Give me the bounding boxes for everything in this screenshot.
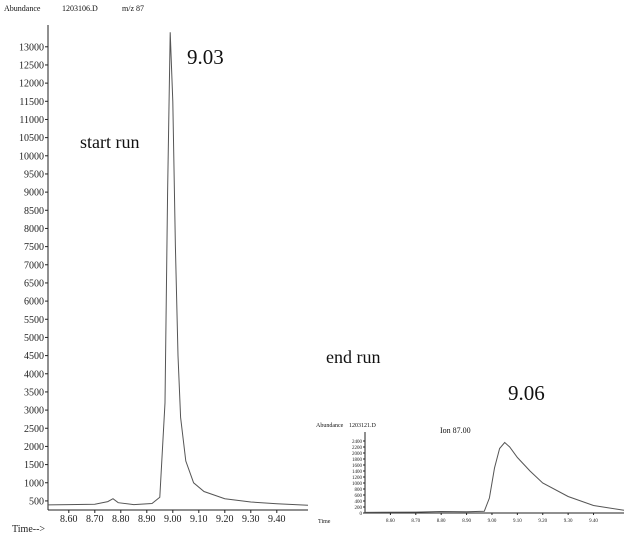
chart2-x-tick-label: 9.20 — [538, 519, 547, 524]
chart1-y-tick-label: 1500 — [24, 460, 44, 471]
chart2-x-tick-label: 8.90 — [462, 519, 471, 524]
chart1-y-tick-label: 6000 — [24, 297, 44, 308]
chart2-x-tick-label: 8.70 — [411, 519, 420, 524]
chart1-y-tick-label: 6500 — [24, 278, 44, 289]
chart1-header-mz: m/z 87 — [122, 4, 144, 13]
chart2-y-tick-label: 1200 — [352, 476, 363, 481]
chart1-y-tick-label: 4000 — [24, 369, 44, 380]
chart1-axes — [47, 25, 308, 511]
chart2-y-tick-label: 400 — [355, 500, 363, 505]
chart1-y-tick-label: 8000 — [24, 224, 44, 235]
chart2-header-abundance: Abundance — [316, 423, 344, 429]
chart2-x-tick-label: 9.10 — [513, 519, 522, 524]
chart1-run-label: start run — [80, 132, 139, 152]
chart2-header-ion: Ion 87.00 — [440, 426, 471, 435]
chart2-x-tick-label: 9.30 — [564, 519, 573, 524]
start-run-chart: Abundance 1203106.D m/z 87 500 1000 1500 20… — [4, 4, 309, 535]
chart1-y-tick-label: 11000 — [19, 115, 44, 126]
chart1-y-tick-label: 11500 — [19, 97, 44, 108]
chart1-y-tick-label: 12000 — [19, 79, 44, 90]
chart2-x-tick-label: 8.80 — [437, 519, 446, 524]
chart1-peak-label: 9.03 — [187, 45, 224, 69]
chart2-run-label: end run — [326, 347, 380, 367]
chart2-y-tick-label: 1400 — [352, 470, 363, 475]
chart2-x-tick-label: 9.00 — [488, 519, 497, 524]
chart1-y-tick-label: 12500 — [19, 60, 44, 71]
chart2-y-tick-label: 600 — [355, 494, 363, 499]
chart2-y-tick-label: 2200 — [352, 446, 363, 451]
chart2-y-ticks: 0200400600800100012001400160018002000220… — [352, 440, 365, 517]
chart1-trace — [47, 32, 309, 506]
chart1-y-tick-label: 2500 — [24, 424, 44, 435]
chart1-y-tick-label: 3000 — [24, 406, 44, 417]
chart1-y-tick-label: 2000 — [24, 442, 44, 453]
chart1-header-abundance: Abundance — [4, 4, 41, 13]
chart2-trace — [364, 441, 625, 513]
chart1-time-label: Time--> — [12, 524, 45, 535]
chart1-y-tick-label: 7500 — [24, 242, 44, 253]
chart1-x-tick-label: 8.70 — [86, 514, 104, 525]
chart2-peak-label: 9.06 — [508, 381, 545, 405]
chart2-y-tick-label: 800 — [355, 488, 363, 493]
chart1-x-tick-label: 9.00 — [164, 514, 182, 525]
chart2-y-tick-label: 1000 — [352, 482, 363, 487]
chart2-y-tick-label: 0 — [360, 512, 363, 517]
chart2-header-file: 1203121.D — [349, 423, 377, 429]
chart2-time-label: Time — [318, 519, 331, 525]
chart1-y-tick-label: 5000 — [24, 333, 44, 344]
chart1-x-ticks: 8.60 8.70 8.80 8.90 9.00 9.10 9.20 9.30 9.40 — [60, 510, 286, 525]
chart1-x-tick-label: 9.20 — [216, 514, 234, 525]
chart2-x-ticks: 8.60 8.70 8.80 8.90 9.00 9.10 9.20 9.30 9.40 — [386, 513, 598, 524]
chart2-y-tick-label: 1600 — [352, 464, 363, 469]
chart1-y-tick-label: 5500 — [24, 315, 44, 326]
chart1-y-tick-label: 1000 — [24, 478, 44, 489]
chart2-x-tick-label: 9.40 — [589, 519, 598, 524]
chart1-y-tick-label: 10500 — [19, 133, 44, 144]
chart1-x-tick-label: 9.30 — [242, 514, 260, 525]
chart1-y-tick-label: 9000 — [24, 188, 44, 199]
chart1-y-tick-label: 10000 — [19, 151, 44, 162]
chart1-y-tick-label: 4500 — [24, 351, 44, 362]
chart1-x-tick-label: 9.40 — [268, 514, 286, 525]
chart2-axes — [364, 432, 624, 514]
chart1-y-tick-label: 9500 — [24, 169, 44, 180]
chart1-x-tick-label: 8.90 — [138, 514, 156, 525]
chart1-y-tick-label: 7000 — [24, 260, 44, 271]
chart2-y-tick-label: 2400 — [352, 440, 363, 445]
chart2-y-tick-label: 200 — [355, 506, 363, 511]
chart1-x-tick-label: 9.10 — [190, 514, 208, 525]
chart2-x-tick-label: 8.60 — [386, 519, 395, 524]
chart1-header-file: 1203106.D — [62, 4, 98, 13]
end-run-chart: Abundance 1203121.D Ion 87.00 0200400600… — [316, 347, 625, 525]
chart2-y-tick-label: 2000 — [352, 452, 363, 457]
chart1-y-tick-label: 500 — [29, 496, 44, 507]
chart1-y-tick-label: 8500 — [24, 206, 44, 217]
chart1-y-tick-label: 13000 — [19, 42, 44, 53]
chart1-y-tick-label: 3500 — [24, 387, 44, 398]
chart1-x-tick-label: 8.80 — [112, 514, 130, 525]
chart1-y-ticks: 500 1000 1500 2000 2500 3000 3500 4000 4500 5000 5… — [19, 42, 48, 507]
chart1-x-tick-label: 8.60 — [60, 514, 78, 525]
chart2-y-tick-label: 1800 — [352, 458, 363, 463]
